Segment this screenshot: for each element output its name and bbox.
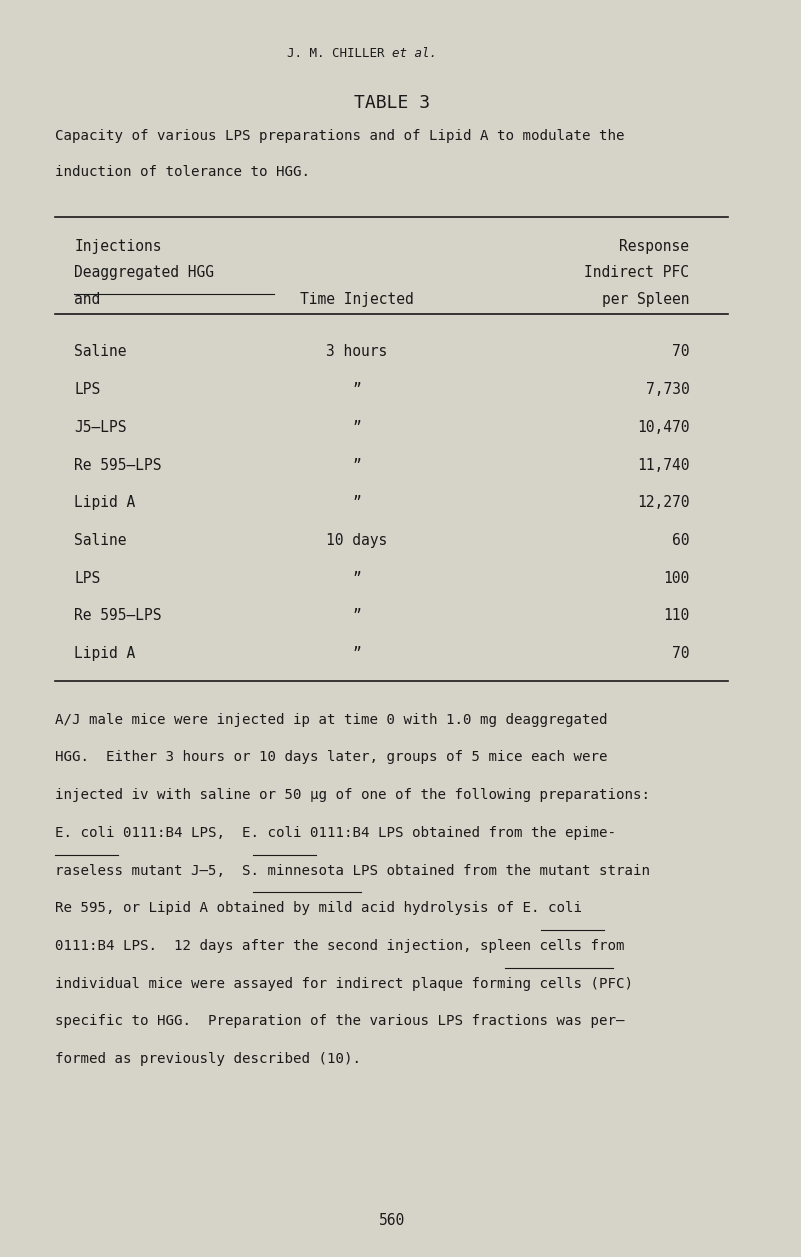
Text: 110: 110 bbox=[663, 608, 690, 623]
Text: J. M. CHILLER: J. M. CHILLER bbox=[287, 47, 392, 59]
Text: 60: 60 bbox=[672, 533, 690, 548]
Text: ”: ” bbox=[352, 571, 360, 586]
Text: 10,470: 10,470 bbox=[637, 420, 690, 435]
Text: specific to HGG.  Preparation of the various LPS fractions was per–: specific to HGG. Preparation of the vari… bbox=[54, 1014, 624, 1028]
Text: induction of tolerance to HGG.: induction of tolerance to HGG. bbox=[54, 165, 310, 178]
Text: LPS: LPS bbox=[74, 382, 101, 397]
Text: 7,730: 7,730 bbox=[646, 382, 690, 397]
Text: formed as previously described (10).: formed as previously described (10). bbox=[54, 1052, 360, 1066]
Text: Re 595–LPS: Re 595–LPS bbox=[74, 458, 162, 473]
Text: 100: 100 bbox=[663, 571, 690, 586]
Text: and: and bbox=[74, 292, 101, 307]
Text: Injections: Injections bbox=[74, 239, 162, 254]
Text: 11,740: 11,740 bbox=[637, 458, 690, 473]
Text: E. coli 0111:B4 LPS,  E. coli 0111:B4 LPS obtained from the epime-: E. coli 0111:B4 LPS, E. coli 0111:B4 LPS… bbox=[54, 826, 616, 840]
Text: TABLE 3: TABLE 3 bbox=[353, 94, 429, 112]
Text: Capacity of various LPS preparations and of Lipid A to modulate the: Capacity of various LPS preparations and… bbox=[54, 129, 624, 143]
Text: HGG.  Either 3 hours or 10 days later, groups of 5 mice each were: HGG. Either 3 hours or 10 days later, gr… bbox=[54, 750, 607, 764]
Text: individual mice were assayed for indirect plaque forming cells (PFC): individual mice were assayed for indirec… bbox=[54, 977, 633, 991]
Text: per Spleen: per Spleen bbox=[602, 292, 690, 307]
Text: 70: 70 bbox=[672, 344, 690, 360]
Text: 12,270: 12,270 bbox=[637, 495, 690, 510]
Text: ”: ” bbox=[352, 458, 360, 473]
Text: 70: 70 bbox=[672, 646, 690, 661]
Text: ”: ” bbox=[352, 646, 360, 661]
Text: 3 hours: 3 hours bbox=[326, 344, 387, 360]
Text: ”: ” bbox=[352, 495, 360, 510]
Text: J5–LPS: J5–LPS bbox=[74, 420, 127, 435]
Text: raseless mutant J–5,  S. minnesota LPS obtained from the mutant strain: raseless mutant J–5, S. minnesota LPS ob… bbox=[54, 864, 650, 877]
Text: 0111:B4 LPS.  12 days after the second injection, spleen cells from: 0111:B4 LPS. 12 days after the second in… bbox=[54, 939, 624, 953]
Text: Saline: Saline bbox=[74, 344, 127, 360]
Text: 10 days: 10 days bbox=[326, 533, 387, 548]
Text: Time Injected: Time Injected bbox=[300, 292, 413, 307]
Text: Lipid A: Lipid A bbox=[74, 495, 135, 510]
Text: et al.: et al. bbox=[392, 47, 437, 59]
Text: Response: Response bbox=[619, 239, 690, 254]
Text: Re 595, or Lipid A obtained by mild acid hydrolysis of E. coli: Re 595, or Lipid A obtained by mild acid… bbox=[54, 901, 582, 915]
Text: injected iv with saline or 50 μg of one of the following preparations:: injected iv with saline or 50 μg of one … bbox=[54, 788, 650, 802]
Text: Re 595–LPS: Re 595–LPS bbox=[74, 608, 162, 623]
Text: LPS: LPS bbox=[74, 571, 101, 586]
Text: Saline: Saline bbox=[74, 533, 127, 548]
Text: ”: ” bbox=[352, 420, 360, 435]
Text: ”: ” bbox=[352, 608, 360, 623]
Text: Lipid A: Lipid A bbox=[74, 646, 135, 661]
Text: A/J male mice were injected ip at time 0 with 1.0 mg deaggregated: A/J male mice were injected ip at time 0… bbox=[54, 713, 607, 727]
Text: ”: ” bbox=[352, 382, 360, 397]
Text: Deaggregated HGG: Deaggregated HGG bbox=[74, 265, 215, 280]
Text: 560: 560 bbox=[379, 1213, 405, 1228]
Text: Indirect PFC: Indirect PFC bbox=[584, 265, 690, 280]
